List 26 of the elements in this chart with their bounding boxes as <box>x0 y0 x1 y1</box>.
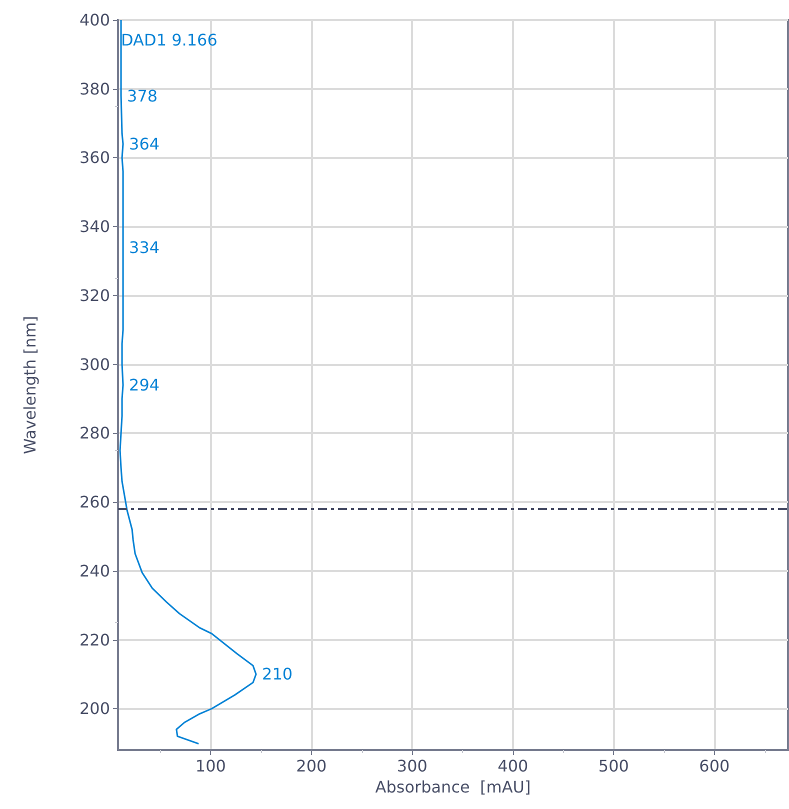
y-tick-label: 340 <box>79 217 110 236</box>
x-tick-label: 100 <box>195 756 226 776</box>
x-axis-title: Absorbance [mAU] <box>375 777 531 796</box>
annotation: 210 <box>262 664 293 684</box>
annotation: 364 <box>129 134 160 154</box>
y-tick-label: 220 <box>79 630 110 650</box>
annotation: 334 <box>129 238 160 257</box>
annotation: 378 <box>127 86 158 106</box>
y-tick-label: 320 <box>79 286 110 305</box>
series-label: DAD1 9.166 <box>121 30 218 50</box>
y-tick-label: 400 <box>79 10 110 30</box>
y-tick-label: 380 <box>79 79 110 98</box>
x-tick-label: 500 <box>598 756 629 776</box>
y-tick-label: 260 <box>79 492 110 512</box>
y-tick-label: 360 <box>79 148 110 168</box>
y-tick-label: 300 <box>79 354 110 374</box>
x-tick-label: 400 <box>498 756 528 776</box>
y-tick-label: 280 <box>79 424 110 443</box>
x-tick-label: 300 <box>396 756 428 776</box>
x-tick-label: 600 <box>699 756 730 776</box>
annotation: 294 <box>129 376 160 394</box>
x-tick-label: 200 <box>296 756 327 776</box>
line-series <box>119 19 257 745</box>
y-tick-label: 240 <box>79 561 110 580</box>
y-axis-title: Wavelength [nm] <box>20 316 40 454</box>
y-tick-label: 200 <box>79 699 110 718</box>
